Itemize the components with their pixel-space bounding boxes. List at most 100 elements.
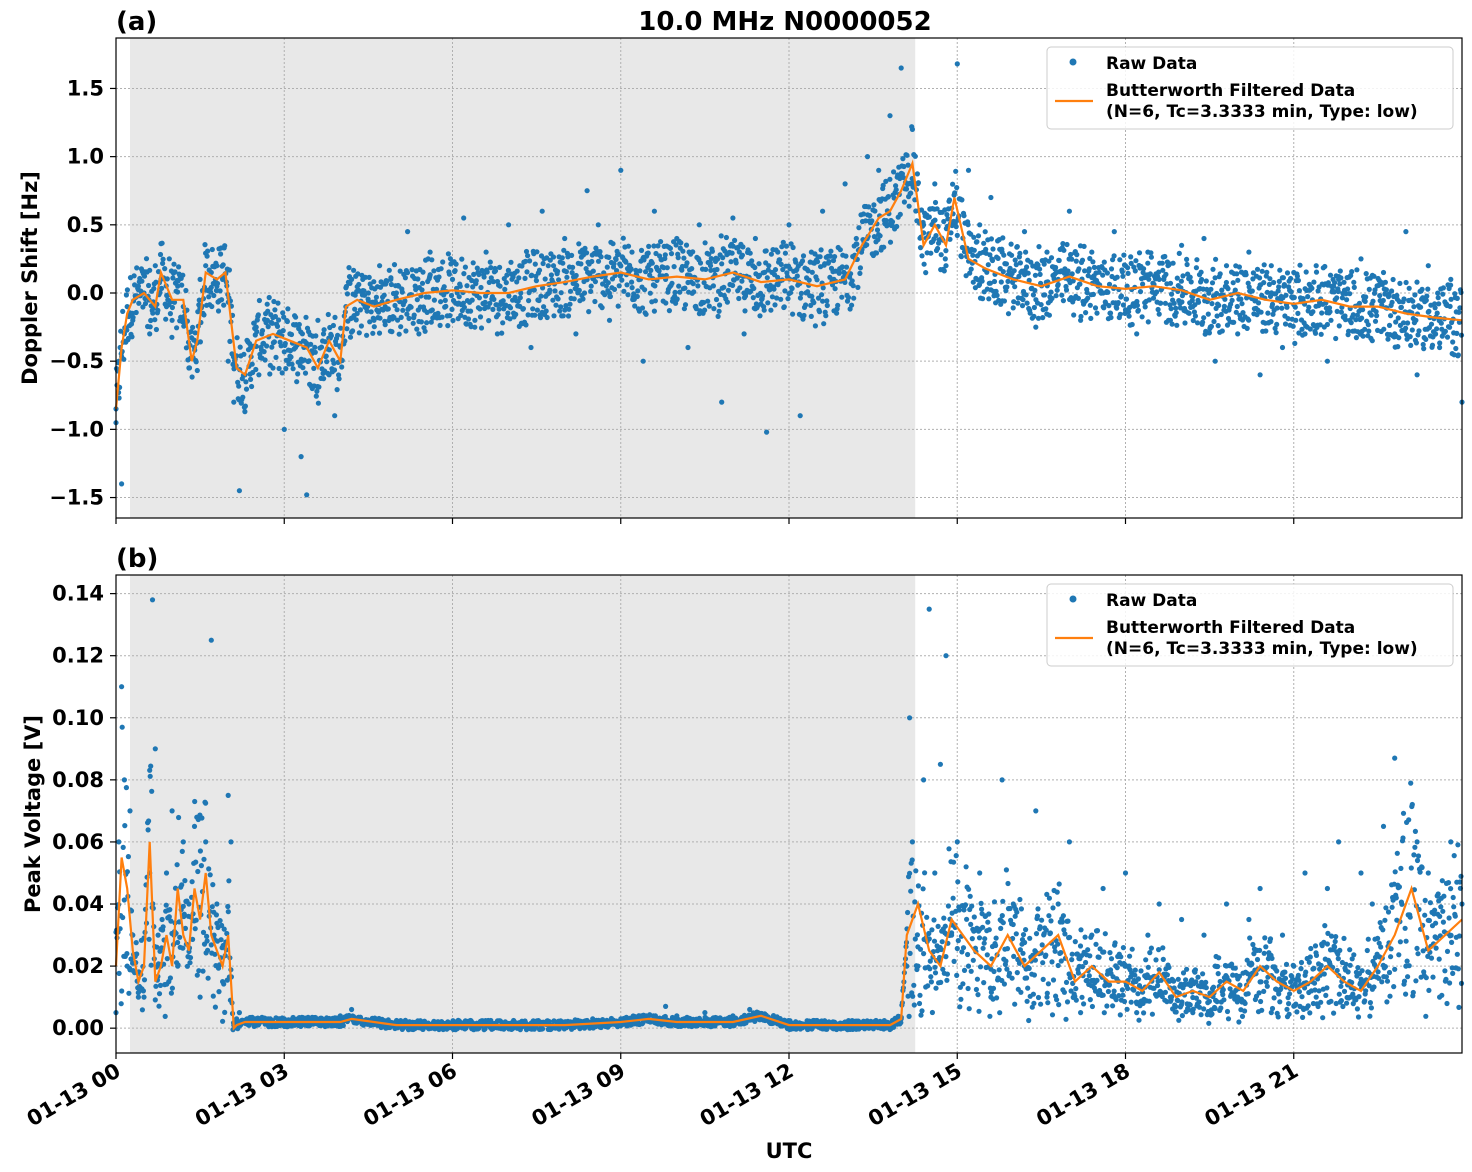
raw-data-point — [719, 399, 725, 405]
raw-data-point — [188, 329, 194, 335]
raw-data-point — [376, 330, 383, 336]
raw-data-point — [550, 297, 556, 303]
raw-data-point — [904, 152, 910, 158]
raw-data-point — [764, 429, 770, 435]
figure-title: 10.0 MHz N0000052 — [638, 7, 931, 37]
raw-data-point — [864, 154, 871, 160]
raw-data-point — [1184, 261, 1190, 268]
raw-data-point — [1140, 281, 1146, 287]
raw-data-point — [339, 364, 345, 370]
raw-data-point — [280, 328, 286, 334]
raw-data-point — [1003, 958, 1009, 964]
raw-data-point — [152, 997, 158, 1003]
raw-data-point — [621, 288, 627, 294]
raw-data-point — [1093, 941, 1099, 947]
raw-data-point — [529, 272, 535, 278]
raw-data-point — [495, 312, 501, 318]
raw-data-point — [1135, 991, 1141, 997]
raw-data-point — [1129, 321, 1135, 328]
raw-data-point — [462, 264, 468, 270]
raw-data-point — [783, 243, 790, 249]
raw-data-point — [1013, 931, 1019, 937]
raw-data-point — [204, 933, 210, 940]
raw-data-point — [370, 330, 376, 336]
raw-data-point — [1160, 945, 1166, 951]
raw-data-point — [1055, 941, 1061, 947]
raw-data-point — [965, 985, 971, 992]
raw-data-point — [326, 347, 332, 353]
raw-data-point — [903, 186, 910, 192]
raw-data-point — [684, 260, 690, 266]
raw-data-point — [1295, 310, 1301, 316]
raw-data-point — [1369, 338, 1375, 344]
raw-data-point — [1040, 960, 1046, 966]
raw-data-point — [197, 848, 203, 854]
raw-data-point — [437, 322, 443, 328]
raw-data-point — [168, 990, 174, 996]
raw-data-point — [1428, 321, 1435, 327]
raw-data-point — [361, 288, 367, 294]
raw-data-point — [167, 907, 173, 913]
raw-data-point — [555, 296, 561, 302]
raw-data-point — [599, 305, 605, 311]
raw-data-point — [625, 292, 631, 298]
raw-data-point — [146, 936, 152, 942]
raw-data-point — [255, 312, 261, 318]
raw-data-point — [365, 290, 371, 296]
raw-data-point — [1313, 263, 1319, 269]
raw-data-point — [757, 313, 763, 319]
panel-a-ylabel: Doppler Shift [Hz] — [18, 171, 42, 385]
raw-data-point — [1030, 991, 1036, 997]
raw-data-point — [1112, 940, 1118, 946]
raw-data-point — [1154, 289, 1160, 295]
raw-data-point — [965, 222, 971, 228]
raw-data-point — [491, 296, 497, 302]
raw-data-point — [912, 899, 918, 905]
raw-data-point — [1063, 1016, 1069, 1022]
raw-data-point — [167, 975, 173, 981]
raw-data-point — [854, 241, 860, 247]
raw-data-point — [1209, 280, 1216, 286]
raw-data-point — [918, 207, 925, 213]
raw-data-point — [1148, 254, 1154, 260]
raw-data-point — [406, 315, 412, 321]
raw-data-point — [1000, 898, 1006, 904]
raw-data-point — [871, 234, 878, 240]
raw-data-point — [269, 320, 275, 326]
raw-data-point — [1075, 295, 1081, 301]
raw-data-point — [403, 328, 409, 334]
raw-data-point — [148, 317, 154, 324]
raw-data-point — [887, 239, 894, 245]
panel-b-shaded-span — [130, 575, 916, 1053]
raw-data-point — [592, 279, 599, 285]
raw-data-point — [1046, 312, 1052, 318]
raw-data-point — [213, 912, 219, 918]
raw-data-point — [682, 302, 689, 308]
raw-data-point — [1396, 335, 1402, 341]
raw-data-point — [1067, 934, 1073, 940]
raw-data-point — [980, 924, 986, 930]
raw-data-point — [980, 945, 986, 951]
raw-data-point — [1209, 1011, 1215, 1017]
raw-data-point — [304, 492, 310, 498]
raw-data-point — [1118, 954, 1124, 960]
raw-data-point — [1236, 264, 1242, 270]
raw-data-point — [1163, 271, 1169, 277]
raw-data-point — [1175, 976, 1181, 982]
raw-data-point — [1397, 280, 1403, 286]
raw-data-point — [725, 287, 732, 293]
raw-data-point — [1069, 957, 1075, 963]
raw-data-point — [146, 818, 152, 824]
y-tick-label: 1.5 — [67, 76, 104, 100]
raw-data-point — [1136, 250, 1143, 256]
raw-data-point — [312, 344, 318, 350]
raw-data-point — [1134, 331, 1140, 337]
raw-data-point — [253, 366, 259, 373]
raw-data-point — [156, 991, 163, 997]
raw-data-point — [1229, 297, 1235, 303]
raw-data-point — [875, 237, 881, 243]
raw-data-point — [360, 276, 366, 282]
raw-data-point — [701, 280, 707, 286]
raw-data-point — [563, 269, 570, 275]
raw-data-point — [988, 236, 995, 242]
